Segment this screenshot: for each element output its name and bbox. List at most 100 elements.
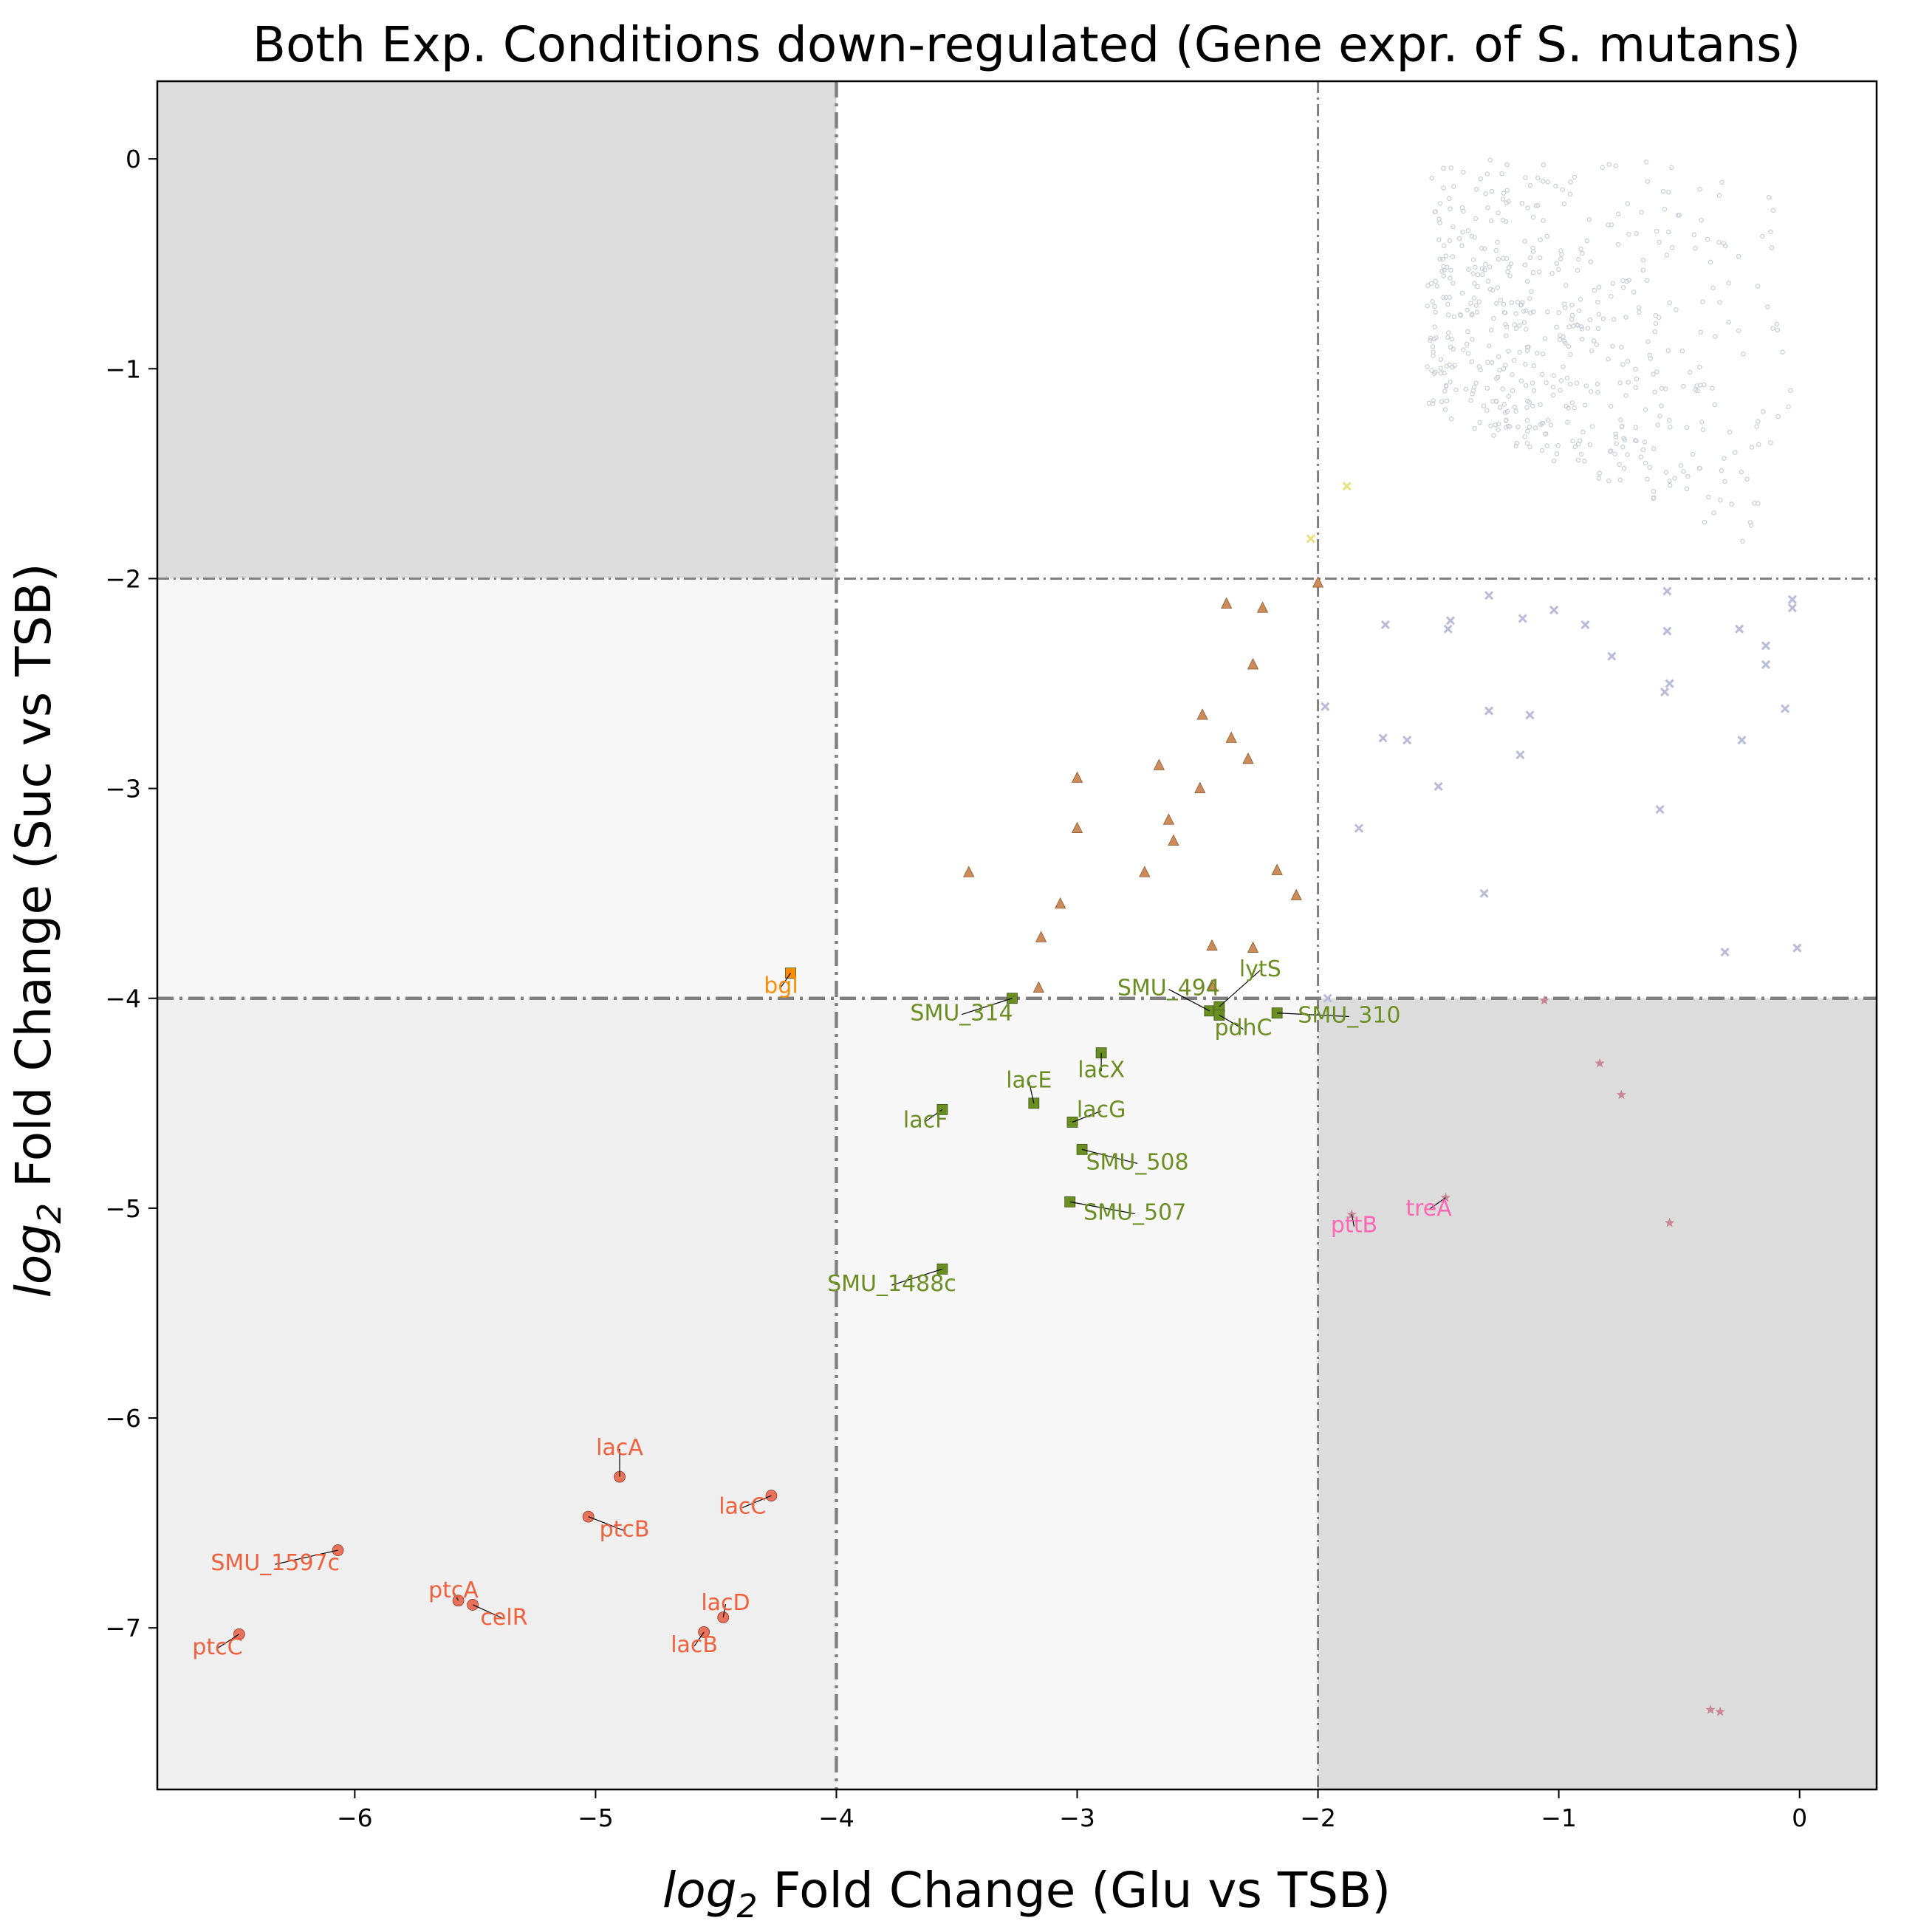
background-point xyxy=(1449,416,1454,422)
background-point xyxy=(1643,160,1649,165)
data-point xyxy=(1247,941,1259,953)
background-point xyxy=(1431,353,1436,358)
background-point xyxy=(1592,287,1597,293)
background-point xyxy=(1549,270,1555,276)
background-point xyxy=(1473,380,1479,386)
background-point xyxy=(1495,239,1500,245)
gene-label: ptcB xyxy=(600,1517,650,1543)
shaded-region xyxy=(157,578,837,998)
background-point xyxy=(1685,473,1691,479)
background-point xyxy=(1606,357,1611,362)
background-point xyxy=(1482,267,1487,273)
background-point xyxy=(1465,329,1470,335)
background-point xyxy=(1618,344,1624,350)
background-point xyxy=(1640,267,1646,273)
background-point xyxy=(1515,424,1521,430)
background-point xyxy=(1684,425,1690,431)
background-point xyxy=(1517,323,1522,328)
background-point xyxy=(1553,183,1558,189)
background-point xyxy=(1451,224,1456,230)
background-point xyxy=(1744,476,1750,482)
data-point xyxy=(1242,752,1254,764)
gene-label: lacD xyxy=(701,1590,750,1616)
background-point xyxy=(1521,309,1527,314)
background-point xyxy=(1567,381,1573,387)
y-tick-label: −6 xyxy=(105,1404,141,1433)
background-point xyxy=(1500,196,1506,202)
background-point xyxy=(1466,267,1471,273)
background-point xyxy=(1596,284,1602,290)
gene-label: ptcA xyxy=(428,1578,479,1603)
label-leader xyxy=(780,973,792,988)
background-point xyxy=(1596,476,1601,481)
background-point xyxy=(1535,351,1540,356)
data-point xyxy=(1055,897,1066,909)
background-point xyxy=(1433,278,1438,284)
background-point xyxy=(1559,252,1564,257)
background-point xyxy=(1468,301,1473,306)
background-point xyxy=(1504,219,1509,225)
background-point xyxy=(1574,322,1580,327)
data-point xyxy=(1153,758,1165,770)
background-point xyxy=(1678,463,1684,468)
background-gene-points xyxy=(1425,157,1793,544)
background-point xyxy=(1569,312,1575,318)
background-point xyxy=(1585,326,1591,331)
background-point xyxy=(1633,425,1639,430)
background-point xyxy=(1541,218,1546,223)
background-point xyxy=(1537,269,1542,275)
background-point xyxy=(1442,388,1448,394)
background-point xyxy=(1556,310,1561,315)
y-tick-label: −5 xyxy=(105,1194,141,1223)
background-point xyxy=(1472,281,1477,286)
background-point xyxy=(1729,501,1734,507)
background-point xyxy=(1502,310,1508,315)
background-point xyxy=(1640,257,1646,263)
data-point xyxy=(1787,595,1797,604)
background-point xyxy=(1434,335,1439,340)
y-tick-label: −4 xyxy=(105,984,141,1013)
background-point xyxy=(1448,344,1453,350)
background-point xyxy=(1444,264,1450,270)
x-tick-label: −4 xyxy=(818,1803,854,1832)
background-point xyxy=(1503,363,1508,368)
background-point xyxy=(1621,436,1626,441)
background-point xyxy=(1606,162,1612,167)
y-tick-label: 0 xyxy=(126,145,141,174)
data-point xyxy=(1525,710,1535,720)
background-point xyxy=(1568,179,1573,185)
background-point xyxy=(1461,347,1466,352)
background-point xyxy=(1645,179,1651,184)
shaded-region xyxy=(836,998,1318,1789)
background-point xyxy=(1550,384,1556,390)
background-point xyxy=(1561,364,1566,369)
background-point xyxy=(1482,246,1487,251)
background-point xyxy=(1578,451,1584,457)
background-point xyxy=(1775,414,1781,419)
background-point xyxy=(1562,305,1568,310)
gene-label: lacG xyxy=(1077,1097,1126,1123)
background-point xyxy=(1485,360,1490,365)
background-point xyxy=(1515,300,1521,305)
x-tick-label: 0 xyxy=(1792,1803,1807,1832)
data-point xyxy=(1378,733,1388,743)
background-point xyxy=(1437,256,1443,262)
background-point xyxy=(1626,380,1631,385)
data-point xyxy=(1662,626,1672,636)
data-point xyxy=(1306,534,1315,544)
background-point xyxy=(1645,476,1650,482)
background-point xyxy=(1425,283,1431,288)
background-point xyxy=(1631,290,1637,295)
background-point xyxy=(1532,425,1538,431)
background-point xyxy=(1525,278,1530,284)
background-point xyxy=(1506,423,1511,429)
data-point xyxy=(1720,948,1730,957)
background-point xyxy=(1465,228,1471,233)
background-point xyxy=(1667,417,1672,423)
background-point xyxy=(1495,285,1500,290)
background-point xyxy=(1441,185,1446,191)
background-point xyxy=(1659,403,1664,408)
background-point xyxy=(1558,248,1563,253)
data-point xyxy=(1342,482,1352,491)
